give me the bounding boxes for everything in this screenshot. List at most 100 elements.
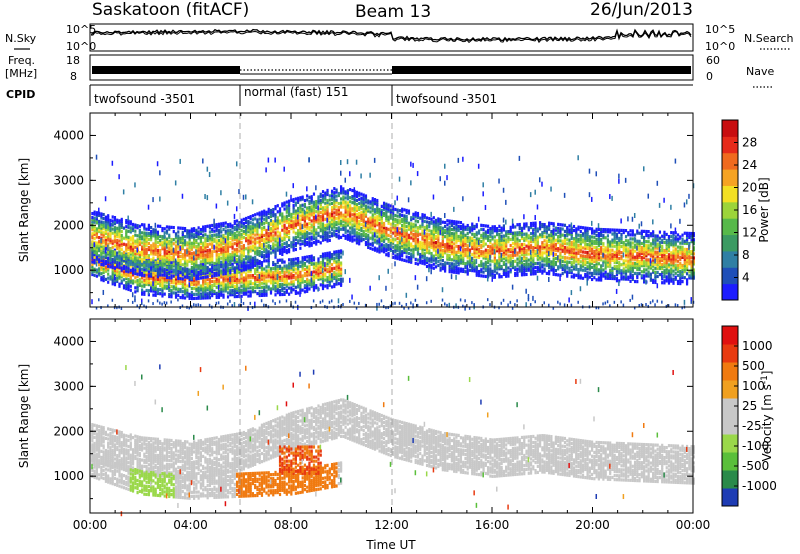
power-cell: [312, 264, 316, 268]
power-clutter: [364, 303, 367, 307]
power-cell: [91, 258, 94, 262]
power-cell: [328, 259, 331, 263]
power-cell: [405, 218, 408, 223]
power-cell: [330, 257, 334, 261]
power-cell: [240, 236, 243, 241]
power-cell: [303, 215, 307, 219]
power-cell: [412, 216, 415, 220]
power-cell: [107, 224, 110, 228]
power-noise: [437, 248, 439, 254]
power-cell: [235, 274, 239, 278]
power-cell: [330, 207, 334, 212]
power-cell: [100, 252, 103, 256]
power-cell: [186, 259, 189, 263]
power-cell: [254, 277, 257, 282]
power-cell: [317, 197, 320, 201]
power-noise: [410, 161, 412, 167]
power-clutter: [401, 304, 403, 308]
power-cell: [475, 251, 478, 255]
power-cell: [297, 261, 300, 265]
power-clutter: [468, 306, 471, 310]
power-cell: [369, 202, 372, 206]
power-cell: [455, 230, 458, 234]
power-cell: [208, 277, 212, 282]
power-cell: [321, 230, 325, 234]
power-cell: [380, 216, 383, 221]
power-cell: [437, 221, 440, 225]
power-cell: [263, 271, 266, 275]
power-cell: [125, 249, 128, 253]
power-noise: [204, 193, 206, 199]
power-cell: [310, 229, 313, 233]
power-cell: [337, 212, 340, 216]
power-noise: [134, 182, 136, 188]
power-cell: [150, 246, 153, 250]
power-cell: [428, 257, 431, 261]
power-cell: [131, 241, 135, 245]
power-cell: [287, 266, 291, 270]
power-cell: [367, 243, 370, 248]
power-cell: [111, 274, 114, 278]
power-cell: [245, 292, 248, 296]
power-cell: [195, 296, 198, 300]
power-cell: [448, 255, 451, 260]
power-cell: [186, 231, 189, 235]
power-cell: [197, 254, 200, 258]
power-cell: [247, 276, 250, 280]
power-cell: [113, 244, 117, 248]
power-cell: [380, 249, 383, 253]
power-cell: [428, 251, 431, 255]
power-cell: [154, 275, 157, 279]
power-cell: [394, 228, 397, 232]
power-cell: [324, 274, 327, 278]
power-cell: [125, 285, 128, 289]
power-cell: [405, 229, 408, 233]
power-cell: [432, 258, 435, 262]
power-cell: [109, 265, 112, 269]
power-cell: [224, 231, 227, 235]
power-cell: [448, 265, 451, 270]
power-cell: [238, 237, 241, 241]
power-cell: [380, 247, 383, 251]
power-cell: [197, 296, 200, 300]
power-cell: [358, 240, 361, 244]
power-cell: [376, 229, 379, 233]
power-cell: [349, 218, 352, 222]
power-cell: [360, 198, 363, 202]
power-cell: [226, 241, 230, 245]
power-cell: [202, 259, 205, 264]
power-clutter: [410, 301, 412, 305]
power-cell: [319, 277, 322, 281]
power-cell: [251, 214, 255, 218]
power-cell: [181, 230, 184, 235]
power-cell: [351, 188, 354, 193]
power-cell: [181, 232, 184, 237]
power-cell: [190, 280, 193, 284]
power-cell: [233, 238, 236, 242]
power-cell: [224, 229, 227, 233]
power-cell: [389, 240, 392, 244]
power-cell: [188, 233, 191, 237]
power-cell: [111, 227, 114, 231]
power-cell: [425, 246, 429, 250]
power-cell: [183, 280, 187, 284]
power-cell: [312, 220, 316, 225]
power-cell: [360, 222, 363, 227]
power-cell: [188, 277, 191, 282]
power-cell: [430, 235, 433, 239]
power-cell: [195, 284, 198, 288]
power-noise: [369, 285, 371, 291]
power-cell: [131, 237, 135, 241]
power-cell: [459, 253, 463, 257]
power-cell: [265, 228, 268, 233]
power-cell: [226, 259, 230, 263]
power-cell: [245, 239, 248, 243]
power-noise: [208, 293, 211, 299]
power-noise: [401, 236, 403, 242]
power-cell: [265, 259, 268, 263]
power-cell: [156, 248, 160, 252]
power-cell: [306, 287, 309, 291]
power-cell: [272, 212, 275, 216]
power-cell: [398, 253, 401, 257]
power-cell: [317, 263, 320, 267]
